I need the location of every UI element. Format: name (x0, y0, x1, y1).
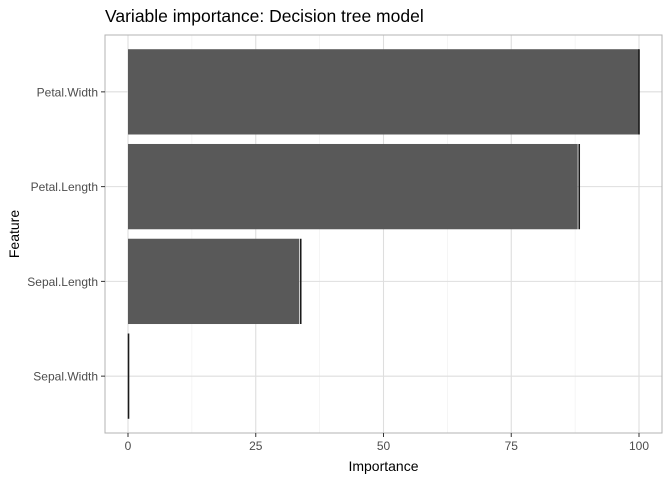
bar-petal-length (128, 144, 578, 229)
chart-title: Variable importance: Decision tree model (105, 6, 424, 26)
y-tick-label: Petal.Width (37, 85, 98, 99)
x-tick-label: 25 (249, 439, 263, 453)
x-tick-label: 75 (505, 439, 519, 453)
y-tick-label: Sepal.Length (27, 275, 98, 289)
bar-petal-width (128, 49, 639, 134)
x-tick-label: 0 (125, 439, 132, 453)
x-tick-label: 50 (377, 439, 391, 453)
x-tick-labels: 0 25 50 75 100 (125, 433, 650, 453)
y-tick-label: Petal.Length (31, 180, 98, 194)
bar-sepal-length (128, 239, 299, 324)
y-tick-label: Sepal.Width (33, 370, 98, 384)
x-axis-label: Importance (348, 458, 418, 474)
y-axis-label: Feature (6, 210, 22, 258)
x-tick-label: 100 (629, 439, 649, 453)
y-tick-labels: Petal.Width Petal.Length Sepal.Length Sepal… (27, 85, 105, 383)
